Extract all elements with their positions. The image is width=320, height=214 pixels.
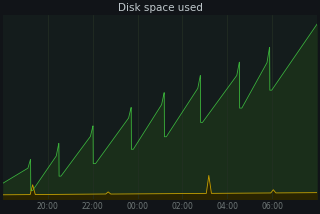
Title: Disk space used: Disk space used	[117, 3, 203, 13]
